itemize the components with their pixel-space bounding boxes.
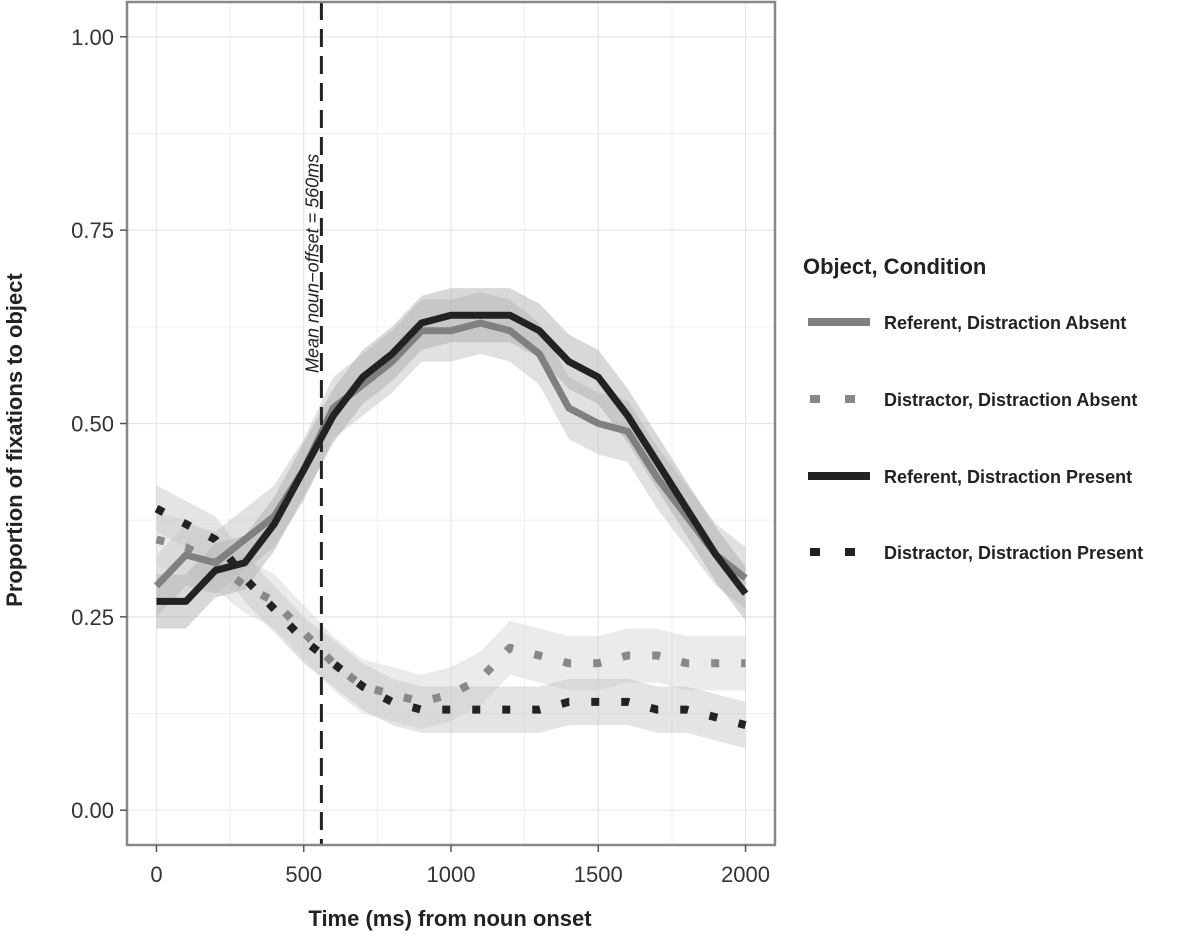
legend-title: Object, Condition — [803, 254, 986, 279]
y-tick-label: 0.25 — [71, 605, 114, 630]
x-tick-label: 2000 — [721, 862, 770, 887]
noun-offset-label: Mean noun−offset = 560ms — [302, 154, 322, 373]
x-tick-label: 0 — [150, 862, 162, 887]
y-tick-label: 1.00 — [71, 25, 114, 50]
series-line — [153, 319, 748, 589]
x-axis-title: Time (ms) from noun onset — [308, 906, 592, 931]
series-lines — [153, 311, 749, 729]
y-tick-label: 0.75 — [71, 218, 114, 243]
legend-label: Referent, Distraction Present — [884, 467, 1132, 487]
x-tick-label: 500 — [285, 862, 322, 887]
legend: Object, Condition Referent, Distraction … — [803, 254, 1143, 563]
noun-offset-annotation: Mean noun−offset = 560ms — [302, 2, 323, 845]
x-tick-label: 1000 — [427, 862, 476, 887]
confidence-band — [156, 485, 746, 749]
grid — [127, 2, 775, 845]
legend-label: Distractor, Distraction Absent — [884, 390, 1137, 410]
legend-label: Referent, Distraction Absent — [884, 313, 1126, 333]
legend-label: Distractor, Distraction Present — [884, 543, 1143, 563]
x-tick-label: 1500 — [574, 862, 623, 887]
y-tick-label: 0.00 — [71, 798, 114, 823]
confidence-band — [156, 292, 746, 617]
series-line — [156, 311, 749, 605]
y-axis-title: Proportion of fixations to object — [2, 273, 27, 607]
axes: 0 500 1000 1500 2000 0.00 0.25 0.50 0.75 1.00 — [71, 25, 770, 887]
y-tick-label: 0.50 — [71, 412, 114, 437]
confidence-band — [156, 512, 746, 729]
